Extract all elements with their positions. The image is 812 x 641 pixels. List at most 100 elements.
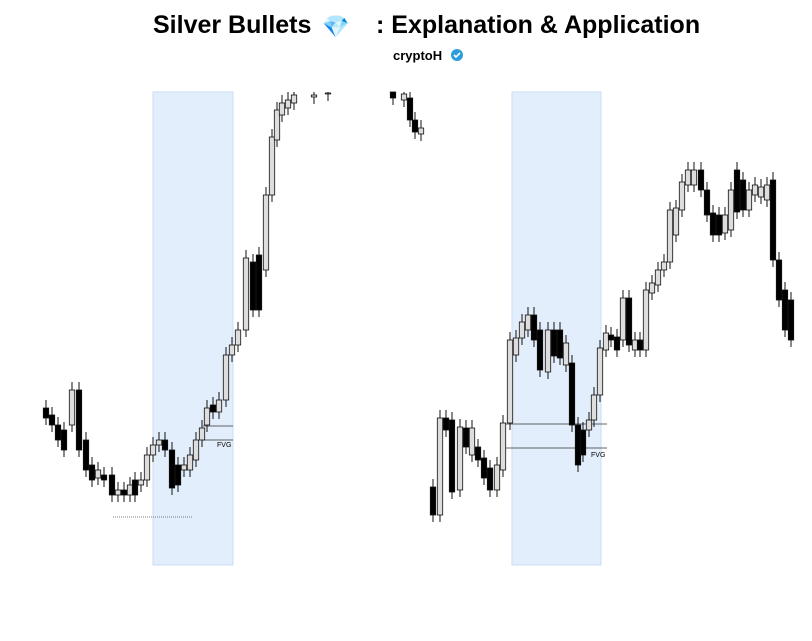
candle-body [715, 214, 723, 236]
candle-body [143, 454, 151, 481]
candle-body [411, 119, 419, 133]
candle-body [290, 94, 298, 104]
candle-body [168, 449, 176, 489]
session-box [152, 91, 234, 566]
candle-body [607, 334, 615, 341]
candle-body [68, 389, 76, 426]
candle-body [88, 464, 96, 481]
candle-body [284, 99, 292, 109]
candle-body [506, 339, 514, 424]
candle-body [703, 189, 711, 216]
candle-body [429, 486, 437, 516]
candle-body [192, 439, 200, 461]
candle-body [596, 347, 604, 396]
candle-body [739, 179, 747, 211]
candle-body [161, 439, 169, 451]
candle-body [751, 184, 759, 196]
candle-body [209, 404, 217, 413]
candle-body [75, 389, 83, 451]
candle-body [273, 109, 281, 141]
fvg-label: FVG [591, 452, 605, 459]
candle-body [672, 207, 680, 236]
candle-body [590, 394, 598, 421]
candle-body [697, 169, 705, 191]
candle-body [642, 289, 650, 351]
candle-body [727, 189, 735, 231]
candle-body [262, 194, 270, 271]
candle-body [100, 474, 108, 481]
candle-body [745, 189, 753, 211]
candle-body [180, 464, 188, 471]
candle-body [448, 419, 456, 493]
candle-body [203, 407, 211, 426]
candle-body [775, 259, 783, 301]
candle-body [82, 439, 90, 471]
candle-body [556, 329, 564, 359]
candle-body [108, 474, 116, 496]
candle-body [268, 136, 276, 196]
candle-body [278, 102, 286, 116]
candle-body [54, 424, 62, 441]
candle-body [684, 169, 692, 186]
candle-body [442, 417, 450, 431]
candle-body [585, 419, 593, 431]
fvg-label: FVG [217, 442, 231, 449]
candle-body [733, 169, 741, 213]
candle-body [126, 484, 134, 496]
candle-body [625, 297, 633, 346]
candle-body [602, 332, 610, 351]
candle-body [636, 339, 644, 351]
candle-body [114, 489, 122, 496]
candle-body [417, 127, 425, 135]
candle-body [666, 209, 674, 263]
title: Silver Bullets [153, 11, 311, 39]
candle-body [499, 422, 507, 471]
candle-body [324, 92, 332, 95]
candle-body [654, 269, 662, 286]
candle-body [562, 342, 570, 366]
candle-body [486, 467, 494, 491]
candle-body [137, 479, 145, 486]
candle-body [678, 181, 686, 211]
candle-body [709, 212, 717, 236]
candle-body [406, 97, 414, 121]
candle-body [480, 457, 488, 479]
candle-body [42, 407, 50, 419]
candle-body [400, 93, 408, 101]
candle-body [436, 417, 444, 516]
candle-body [198, 427, 206, 441]
candle-body [660, 261, 668, 271]
candle-body [155, 439, 163, 446]
candle-body [757, 186, 765, 198]
candle-body [474, 446, 482, 461]
candle-body [242, 257, 250, 331]
candle-body [174, 464, 182, 486]
candle-body [215, 399, 223, 413]
candle-body [536, 329, 544, 371]
candle-body [249, 261, 257, 311]
candle-body [149, 444, 157, 456]
candle-body [120, 489, 128, 496]
badge-check [453, 52, 461, 59]
candle-body [530, 314, 538, 341]
candle-body [493, 464, 501, 491]
candle-body [550, 329, 558, 357]
candle-body [60, 429, 68, 451]
candle-body [131, 479, 139, 496]
candle-body [524, 314, 532, 331]
candle-body [512, 337, 520, 356]
candle-body [648, 282, 656, 294]
candle-body [234, 329, 242, 346]
candle-body [721, 214, 729, 234]
candle-body [186, 454, 194, 471]
title-icon: 💎 [322, 14, 349, 39]
candle-body [631, 339, 639, 351]
candle-body [255, 254, 263, 311]
candle-body [468, 427, 476, 456]
candle-body [48, 414, 56, 426]
candles [42, 91, 795, 522]
candle-body [222, 354, 230, 401]
candle-body [763, 184, 771, 201]
